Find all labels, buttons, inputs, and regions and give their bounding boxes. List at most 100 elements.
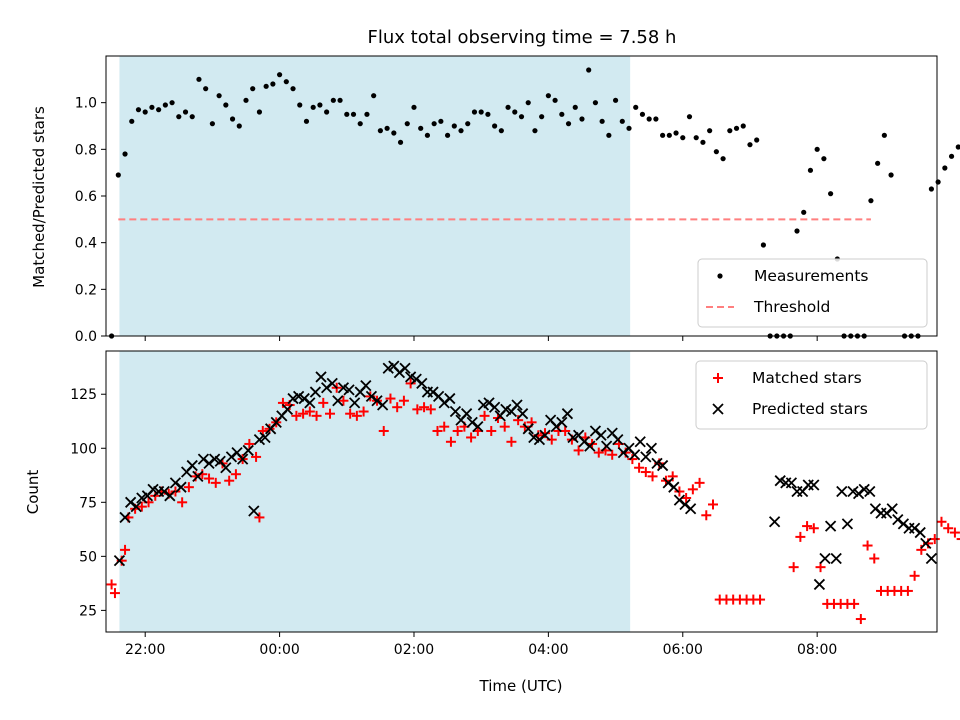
measurement-point bbox=[653, 116, 659, 122]
measurement-point bbox=[545, 93, 551, 99]
matched-stars-point bbox=[210, 477, 221, 488]
predicted-stars-point-b bbox=[645, 442, 658, 454]
predicted-stars-point bbox=[259, 431, 271, 444]
predicted-stars-point-b bbox=[320, 382, 333, 394]
predicted-stars-point bbox=[236, 453, 249, 465]
predicted-stars-point bbox=[533, 433, 546, 446]
predicted-stars-point bbox=[662, 477, 674, 489]
predicted-stars-point bbox=[472, 421, 484, 433]
measurement-point bbox=[733, 125, 740, 131]
ratio-legend-box bbox=[697, 258, 928, 328]
predicted-stars-point-b bbox=[248, 505, 260, 517]
predicted-stars-point-b bbox=[651, 457, 663, 470]
count-legend-label: Matched stars bbox=[752, 369, 862, 387]
measurement-point bbox=[384, 125, 390, 131]
predicted-stars-point bbox=[640, 451, 652, 463]
predicted-stars-point-b bbox=[544, 414, 557, 426]
predicted-stars-point-b bbox=[920, 537, 932, 550]
predicted-stars-point bbox=[634, 436, 646, 448]
measurement-point bbox=[350, 111, 357, 117]
measurement-point bbox=[169, 100, 175, 106]
measurement-point bbox=[162, 102, 168, 108]
predicted-stars-point-b bbox=[332, 395, 344, 407]
ratio-legend-label: Threshold bbox=[753, 298, 830, 316]
predicted-stars-point-b bbox=[892, 513, 904, 526]
predicted-stars-point bbox=[192, 470, 204, 483]
predicted-stars-point bbox=[852, 488, 865, 500]
matched-stars-point bbox=[855, 614, 866, 625]
measurement-point bbox=[357, 121, 363, 127]
predicted-stars-point bbox=[365, 390, 378, 403]
measurement-point bbox=[391, 130, 397, 136]
predicted-stars-point bbox=[819, 552, 831, 565]
matched-stars-point bbox=[419, 402, 430, 413]
predicted-stars-point bbox=[869, 503, 882, 515]
predicted-stars-point-b bbox=[539, 429, 551, 441]
ratio-legend: Measurements Threshold bbox=[697, 258, 928, 328]
measurement-point bbox=[801, 209, 807, 215]
predicted-stars-point bbox=[488, 401, 501, 413]
ratio-axes-frame bbox=[105, 55, 938, 337]
measurement-point bbox=[572, 104, 578, 110]
measurement-point bbox=[875, 160, 881, 166]
ratio-y-tick-label: 1.0 bbox=[75, 96, 97, 112]
predicted-stars-point-b bbox=[634, 436, 646, 448]
predicted-stars-point bbox=[522, 423, 534, 435]
matched-stars-point bbox=[311, 410, 322, 421]
measurement-point bbox=[377, 128, 383, 134]
measurement-point bbox=[612, 97, 619, 103]
predicted-stars-point-b bbox=[281, 403, 294, 415]
predicted-stars-point-b bbox=[404, 371, 417, 383]
measurement-point bbox=[727, 128, 733, 134]
predicted-stars-point bbox=[466, 416, 478, 428]
matched-stars-point bbox=[358, 406, 369, 417]
matched-stars-point bbox=[708, 499, 719, 510]
predicted-stars-point bbox=[768, 516, 781, 528]
predicted-stars-point-b bbox=[315, 371, 327, 383]
predicted-stars-point bbox=[158, 485, 170, 498]
predicted-stars-point-b bbox=[561, 408, 574, 420]
predicted-stars-point-b bbox=[326, 377, 338, 390]
measurement-point bbox=[626, 125, 632, 131]
predicted-stars-point-b bbox=[147, 483, 159, 495]
measurement-point bbox=[639, 111, 646, 117]
measurement-point bbox=[236, 123, 242, 129]
predicted-stars-point bbox=[612, 433, 624, 446]
matched-stars-point bbox=[318, 397, 329, 408]
predicted-stars-point bbox=[444, 392, 456, 405]
matched-stars-point bbox=[224, 475, 235, 486]
predicted-stars-point-b bbox=[309, 386, 322, 398]
predicted-stars-point bbox=[399, 362, 411, 374]
measurement-point bbox=[505, 104, 511, 110]
predicted-stars-point-b bbox=[572, 429, 585, 441]
count-x-axis-ticks: 22:00 00:00 02:00 04:00 06:00 08:00 bbox=[125, 632, 837, 658]
matched-stars-point bbox=[869, 553, 880, 564]
matched-stars-point bbox=[902, 585, 913, 596]
measurement-point bbox=[404, 121, 410, 127]
matched-stars-point bbox=[694, 477, 705, 488]
predicted-stars-point-b bbox=[841, 518, 854, 530]
measurement-point bbox=[270, 81, 276, 87]
predicted-stars-point bbox=[427, 386, 439, 398]
predicted-stars-point-b bbox=[886, 503, 898, 515]
predicted-stars-point-b bbox=[259, 431, 271, 444]
predicted-stars-point-b bbox=[516, 408, 529, 420]
predicted-stars-point bbox=[304, 397, 316, 409]
ratio-y-tick-label: 0.4 bbox=[75, 236, 97, 252]
measurement-point bbox=[182, 109, 189, 115]
count-y-tick-label: 25 bbox=[79, 603, 97, 619]
count-y-axis-ticks: 25 50 75 100 125 bbox=[70, 387, 106, 619]
predicted-stars-point-b bbox=[684, 503, 697, 515]
predicted-stars-point bbox=[600, 440, 613, 452]
matched-stars-point bbox=[244, 438, 255, 449]
measurement-point bbox=[142, 109, 148, 115]
predicted-stars-point bbox=[169, 477, 182, 489]
measurement-point bbox=[680, 135, 686, 141]
measurement-point bbox=[693, 135, 699, 141]
ratio-panel: 0.0 0.2 0.4 0.6 0.8 1.0 Matched/Predicted sta… bbox=[30, 55, 960, 345]
matched-stars-point bbox=[204, 473, 215, 484]
predicted-stars-point-b bbox=[785, 477, 798, 489]
predicted-stars-point-b bbox=[483, 397, 495, 409]
measurement-point bbox=[424, 132, 431, 138]
